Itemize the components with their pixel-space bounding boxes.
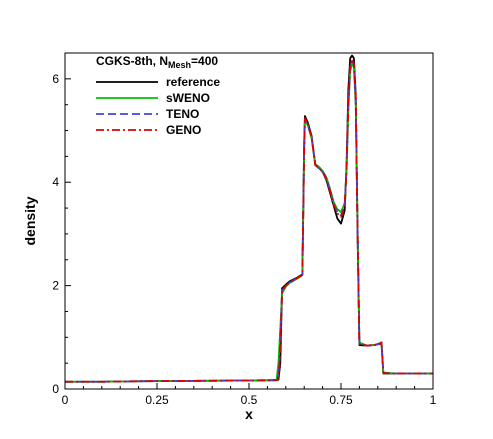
x-axis-label: x — [245, 406, 253, 422]
legend: CGKS-8th, NMesh=400 reference sWENO TENO GE… — [96, 54, 220, 137]
y-tick-label: 0 — [52, 382, 59, 396]
axis-ticks: 0 0.25 0.5 0.75 1 0 2 4 6 — [52, 72, 436, 407]
legend-label-geno: GENO — [166, 123, 201, 137]
x-tick-label: 0.25 — [145, 393, 169, 407]
y-tick-label: 6 — [52, 72, 59, 86]
plot-frame — [64, 52, 434, 390]
y-axis-label: density — [22, 196, 38, 245]
legend-items: reference sWENO TENO GENO — [96, 75, 220, 137]
x-tick-label: 0.75 — [329, 393, 353, 407]
legend-label-reference: reference — [166, 75, 220, 89]
series-line-sweno — [65, 62, 433, 383]
legend-title-suffix: =400 — [191, 54, 218, 68]
legend-label-teno: TENO — [166, 107, 199, 121]
legend-title: CGKS-8th, NMesh=400 — [96, 54, 218, 70]
x-tick-label: 0.5 — [241, 393, 258, 407]
legend-title-subscript: Mesh — [168, 60, 191, 70]
plot-lines — [65, 54, 433, 383]
x-tick-label: 1 — [430, 393, 437, 407]
series-line-teno — [65, 59, 433, 383]
x-tick-label: 0 — [62, 393, 69, 407]
y-tick-label: 4 — [52, 175, 59, 189]
legend-label-sweno: sWENO — [166, 91, 210, 105]
legend-title-main: CGKS-8th, N — [96, 54, 168, 68]
y-tick-label: 2 — [52, 279, 59, 293]
series-line-geno — [65, 58, 433, 383]
series-line-reference — [65, 54, 433, 383]
